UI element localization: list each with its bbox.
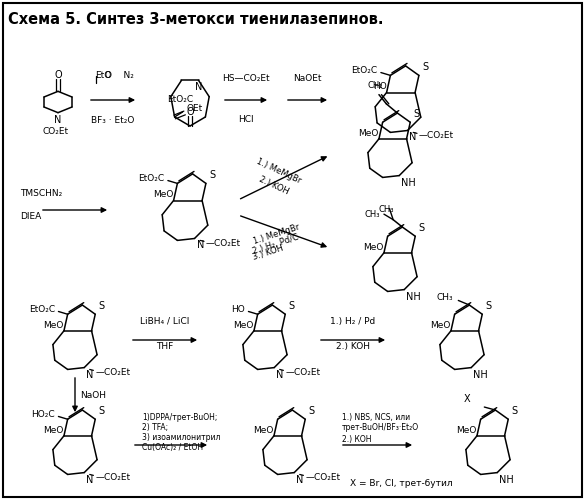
Text: N: N	[54, 114, 61, 124]
Text: трет-BuOH/BF₃·Et₂O: трет-BuOH/BF₃·Et₂O	[342, 423, 419, 432]
Text: 2.) КОН: 2.) КОН	[342, 435, 371, 444]
Text: DIEA: DIEA	[20, 212, 42, 221]
Text: 3) изоамилонитрил: 3) изоамилонитрил	[142, 433, 221, 442]
Text: TMSCHN₂: TMSCHN₂	[20, 189, 62, 198]
Text: 2) TFA;: 2) TFA;	[142, 423, 168, 432]
Text: MeO: MeO	[456, 426, 477, 435]
Text: MeO: MeO	[364, 243, 384, 252]
Text: OEt: OEt	[187, 104, 203, 114]
Text: —CO₂Et: —CO₂Et	[305, 472, 340, 482]
Text: HO: HO	[231, 305, 245, 314]
Text: NH: NH	[401, 178, 416, 188]
Text: X = Br, Cl, трет-бутил: X = Br, Cl, трет-бутил	[350, 479, 453, 488]
Text: S: S	[98, 301, 104, 311]
Text: —CO₂Et: —CO₂Et	[95, 472, 130, 482]
Text: S: S	[413, 109, 419, 119]
Text: 1.) MeMgBr: 1.) MeMgBr	[252, 223, 301, 246]
Text: MeO: MeO	[359, 129, 379, 138]
Text: CO₂Et: CO₂Et	[43, 126, 69, 136]
Text: MeO: MeO	[431, 321, 451, 330]
Text: CH₂: CH₂	[367, 80, 383, 90]
Text: HS—CO₂Et: HS—CO₂Et	[222, 74, 270, 83]
Text: EtO₂C: EtO₂C	[138, 174, 164, 183]
Text: THF: THF	[156, 342, 174, 351]
Text: 1.) MeMgBr: 1.) MeMgBr	[255, 156, 302, 185]
Text: N: N	[197, 240, 204, 250]
Text: MeO: MeO	[253, 426, 274, 435]
Text: MeO: MeO	[153, 190, 174, 200]
Text: N: N	[195, 82, 202, 92]
Text: 1)DPPA/трет-BuOH;: 1)DPPA/трет-BuOH;	[142, 413, 218, 422]
Text: MeO: MeO	[44, 321, 64, 330]
Text: NH: NH	[499, 474, 514, 484]
Text: —CO₂Et: —CO₂Et	[206, 239, 241, 248]
Text: O: O	[186, 107, 194, 117]
Text: S: S	[209, 170, 215, 180]
Text: HCl: HCl	[238, 115, 254, 124]
Text: 2.) KOH: 2.) KOH	[258, 174, 291, 196]
Text: CH₃: CH₃	[436, 293, 453, 302]
Text: CH₃: CH₃	[378, 205, 394, 214]
Text: BF₃ · Et₂O: BF₃ · Et₂O	[91, 116, 135, 125]
Text: O: O	[54, 70, 62, 81]
Text: S: S	[98, 406, 104, 416]
Text: NH: NH	[406, 292, 421, 302]
Text: O    N₂: O N₂	[105, 71, 134, 80]
Text: CH₃: CH₃	[365, 210, 380, 218]
Text: S: S	[485, 301, 491, 311]
Text: N: N	[86, 474, 94, 484]
Text: MeO: MeO	[233, 321, 254, 330]
Text: S: S	[288, 301, 294, 311]
Text: S: S	[308, 406, 314, 416]
Text: 1.) H₂ / Pd: 1.) H₂ / Pd	[331, 317, 376, 326]
Text: EtO₂C: EtO₂C	[167, 96, 194, 104]
Text: N: N	[296, 474, 304, 484]
Text: X: X	[463, 394, 470, 404]
Text: —CO₂Et: —CO₂Et	[95, 368, 130, 376]
Text: —CO₂Et: —CO₂Et	[419, 130, 454, 140]
Text: LiBH₄ / LiCl: LiBH₄ / LiCl	[140, 317, 190, 326]
Text: Cu(OAc)₂ / EtOH: Cu(OAc)₂ / EtOH	[142, 443, 203, 452]
Text: Схема 5. Синтез 3-метокси тиенилазепинов.: Схема 5. Синтез 3-метокси тиенилазепинов…	[8, 12, 384, 27]
Text: HO₂C: HO₂C	[31, 410, 55, 419]
Text: MeO: MeO	[44, 426, 64, 435]
Text: 2.) KOH: 2.) KOH	[336, 342, 370, 351]
Text: 1.) NBS, NCS, или: 1.) NBS, NCS, или	[342, 413, 410, 422]
Text: NaOEt: NaOEt	[292, 74, 321, 83]
Text: S: S	[422, 62, 428, 72]
Text: N: N	[276, 370, 284, 380]
Text: NH: NH	[473, 370, 488, 380]
Text: EtO₂C: EtO₂C	[29, 305, 55, 314]
Text: 3.) KOH: 3.) KOH	[252, 244, 285, 262]
Text: HO: HO	[373, 82, 387, 92]
Text: NaOH: NaOH	[80, 390, 106, 400]
Text: N: N	[86, 370, 94, 380]
Text: 2.) H₂, Pd/C: 2.) H₂, Pd/C	[252, 233, 300, 256]
Text: EtO₂C: EtO₂C	[351, 66, 377, 75]
Text: —CO₂Et: —CO₂Et	[285, 368, 321, 376]
Text: EtO: EtO	[95, 71, 111, 80]
Text: S: S	[511, 406, 517, 416]
Text: N: N	[410, 132, 417, 142]
Text: S: S	[418, 223, 424, 233]
